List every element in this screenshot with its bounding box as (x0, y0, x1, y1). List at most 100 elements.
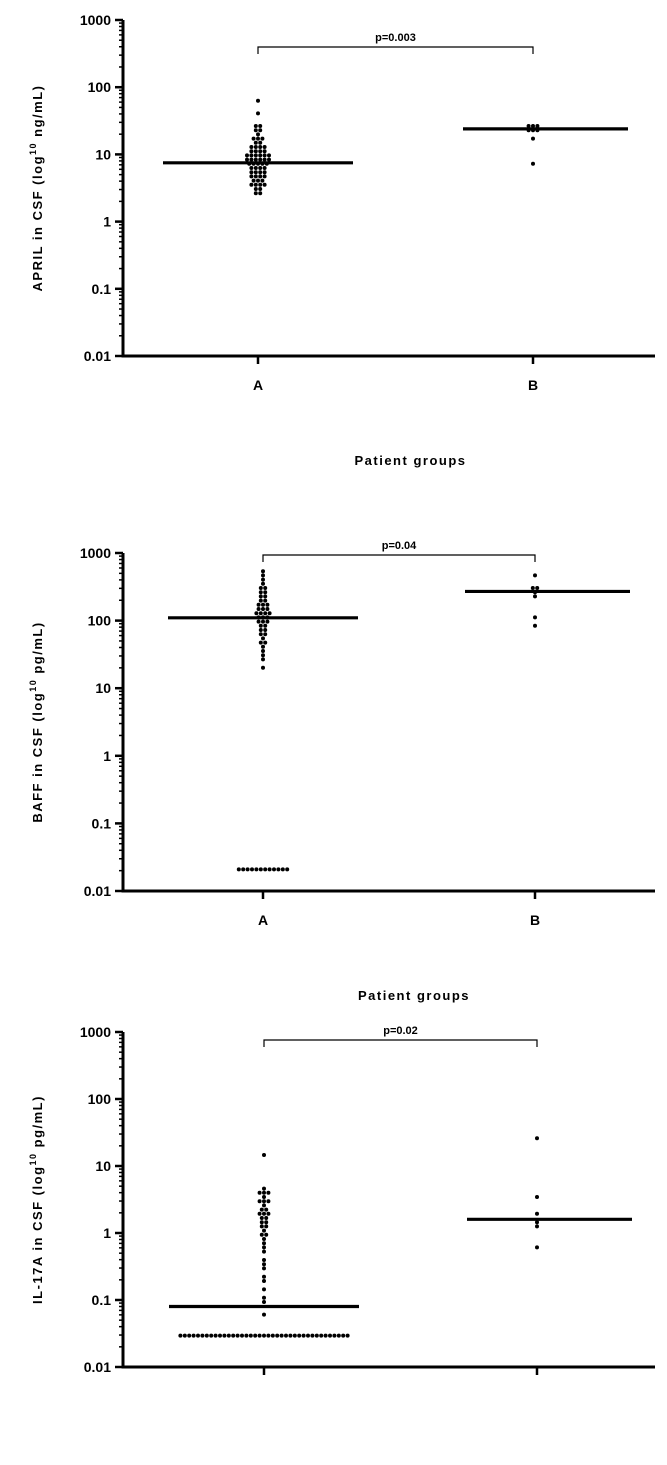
data-point (249, 157, 254, 162)
data-point (280, 867, 285, 872)
y-tick-label: 0.1 (92, 281, 112, 297)
data-point (328, 1333, 332, 1338)
data-point (262, 1245, 266, 1250)
data-point (261, 653, 265, 658)
data-point (262, 1195, 266, 1199)
y-axis-label: IL-17A in CSF (log10 pg/mL) (28, 1095, 45, 1304)
data-point (263, 867, 268, 872)
data-point (292, 1333, 297, 1338)
data-point (262, 182, 267, 187)
data-point (341, 1333, 346, 1338)
x-axis-label: Patient groups (354, 453, 466, 468)
data-point (256, 111, 260, 116)
data-point (259, 1232, 264, 1237)
data-point (226, 1333, 231, 1338)
data-point (258, 128, 263, 133)
data-point (262, 1190, 266, 1195)
data-point (267, 611, 272, 616)
data-point (209, 1333, 214, 1338)
data-point (253, 128, 258, 133)
data-point (258, 623, 263, 628)
data-point (264, 1224, 269, 1229)
data-point (245, 867, 250, 872)
data-point (284, 1333, 288, 1338)
data-point (254, 611, 259, 616)
data-point (261, 607, 265, 611)
data-point (533, 623, 537, 628)
data-point (262, 1186, 266, 1191)
data-point (261, 636, 265, 641)
data-point (262, 1237, 266, 1241)
y-tick-label: 0.01 (84, 1359, 111, 1375)
data-point (204, 1333, 209, 1338)
data-point (263, 623, 268, 628)
data-point (253, 170, 258, 175)
data-point (530, 586, 535, 590)
y-tick-label: 1000 (80, 545, 111, 561)
data-point (266, 1211, 271, 1216)
y-tick-label: 0.1 (92, 1292, 112, 1308)
data-point (253, 157, 258, 162)
data-point (259, 1216, 264, 1220)
data-point (259, 1207, 264, 1212)
data-point (261, 619, 265, 624)
data-point (262, 1211, 266, 1216)
data-point (263, 640, 268, 645)
y-tick-label: 0.1 (92, 815, 112, 831)
data-point (264, 1207, 269, 1212)
data-point (258, 187, 263, 191)
data-point (301, 1333, 306, 1338)
data-point (249, 149, 254, 154)
data-point (262, 1249, 266, 1254)
data-point (256, 98, 260, 103)
data-point (218, 1333, 222, 1338)
data-point (263, 628, 268, 632)
data-point (258, 611, 263, 616)
data-point (253, 153, 258, 158)
y-axis-label-text: IL-17A in CSF (log (30, 1165, 45, 1303)
data-point (262, 174, 267, 179)
data-point (263, 594, 268, 599)
data-point (253, 124, 258, 128)
data-point (262, 1312, 266, 1317)
data-point (258, 594, 263, 599)
data-point (200, 1333, 205, 1338)
data-point (533, 594, 537, 599)
y-tick-label: 100 (88, 1091, 112, 1107)
data-point (257, 1190, 262, 1195)
data-point (535, 124, 540, 128)
data-point (264, 1216, 269, 1220)
data-point (345, 1333, 350, 1338)
significance-bracket (257, 46, 534, 54)
data-point (249, 174, 254, 179)
data-point (256, 178, 260, 183)
data-point (258, 157, 263, 162)
x-axis-label: Patient groups (358, 988, 470, 1003)
y-tick-label: 1000 (80, 12, 111, 28)
data-point (262, 1262, 266, 1267)
data-point (258, 149, 263, 154)
data-point (258, 586, 263, 590)
category-label-b: B (528, 377, 538, 393)
data-point (261, 581, 265, 586)
data-point (256, 132, 260, 137)
data-point (245, 153, 249, 158)
data-point (253, 1333, 258, 1338)
y-tick-label: 100 (88, 613, 112, 629)
y-tick-label: 1 (103, 1225, 111, 1241)
data-point (310, 1333, 315, 1338)
data-point (241, 867, 246, 872)
data-point (249, 166, 254, 170)
data-point (262, 1199, 266, 1204)
data-point (253, 191, 258, 196)
data-point (535, 1195, 539, 1199)
data-point (258, 191, 263, 196)
data-point (263, 611, 268, 616)
data-point (258, 867, 263, 872)
data-point (267, 153, 271, 158)
data-point (262, 1203, 266, 1208)
y-tick-label: 1 (103, 748, 111, 764)
data-point (279, 1333, 284, 1338)
data-point (256, 602, 261, 607)
